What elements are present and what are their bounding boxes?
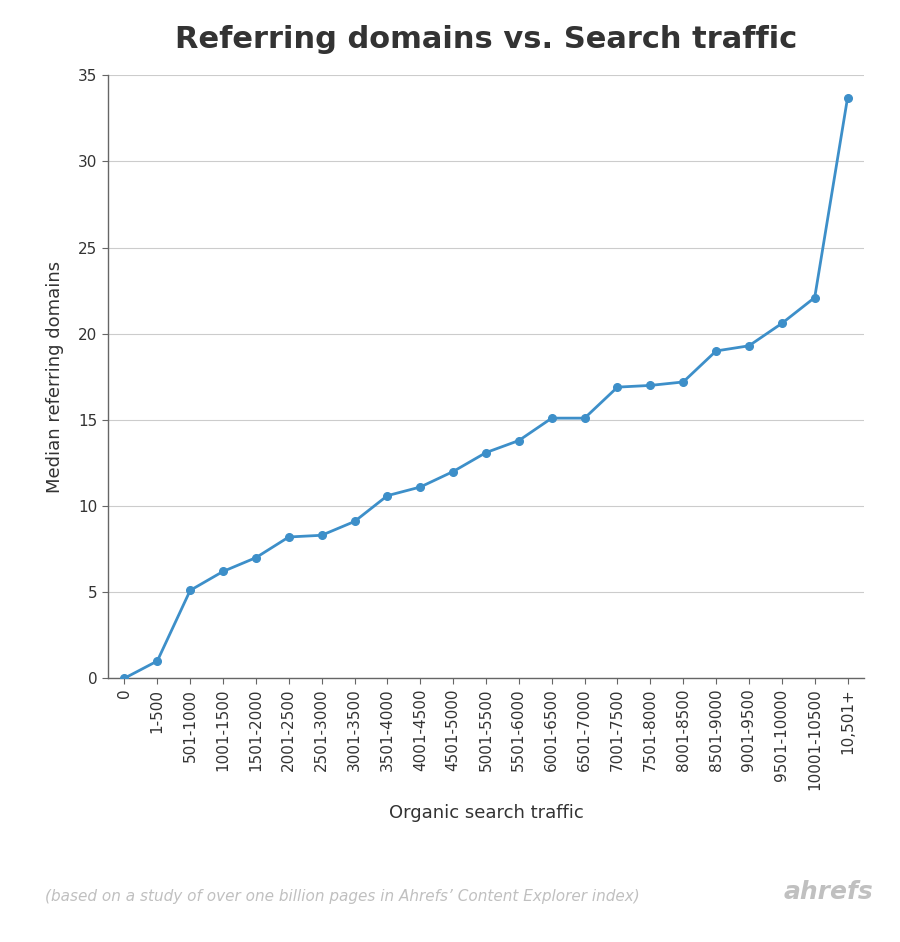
X-axis label: Organic search traffic: Organic search traffic: [389, 804, 583, 822]
Y-axis label: Median referring domains: Median referring domains: [46, 261, 64, 493]
Text: ahrefs: ahrefs: [783, 881, 873, 904]
Text: (based on a study of over one billion pages in Ahrefs’ Content Explorer index): (based on a study of over one billion pa…: [45, 889, 640, 904]
Title: Referring domains vs. Search traffic: Referring domains vs. Search traffic: [175, 24, 797, 54]
